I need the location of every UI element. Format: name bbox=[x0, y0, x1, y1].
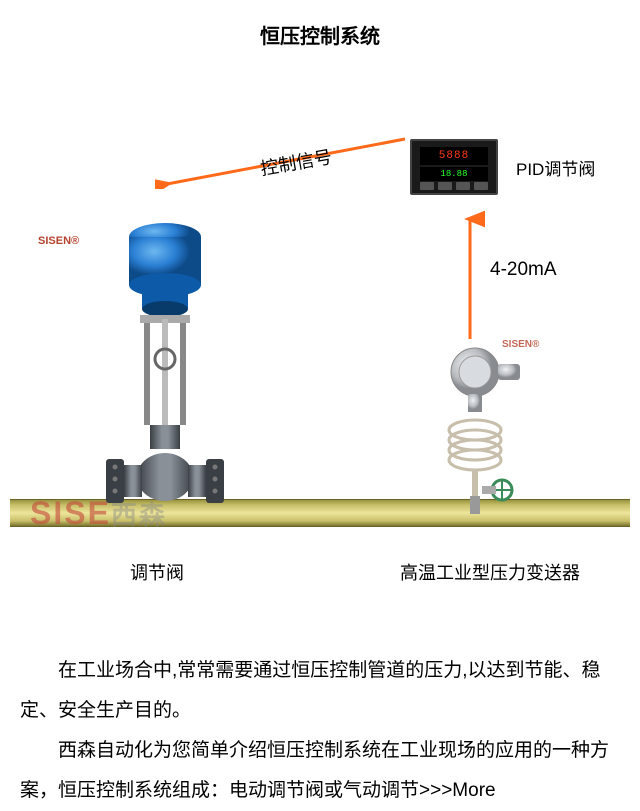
watermark-en: SISE bbox=[30, 495, 111, 531]
body-text: 在工业场合中,常常需要通过恒压控制管道的压力,以达到节能、稳定、安全生产目的。 … bbox=[0, 619, 640, 811]
pressure-transmitter bbox=[430, 344, 540, 529]
system-diagram: SISE西森 5888 18.88 PID调节阀 控制信号 4-20mA SIS… bbox=[0, 79, 640, 619]
control-valve-label: 调节阀 bbox=[130, 559, 184, 585]
more-link[interactable]: >>>More bbox=[419, 780, 496, 801]
control-valve bbox=[100, 219, 230, 529]
pid-controller: 5888 18.88 bbox=[410, 139, 498, 195]
pid-display-secondary: 18.88 bbox=[420, 167, 488, 181]
paragraph-1: 在工业场合中,常常需要通过恒压控制管道的压力,以达到节能、稳定、安全生产目的。 bbox=[20, 651, 620, 731]
ma-signal-label: 4-20mA bbox=[490, 259, 557, 281]
page-title: 恒压控制系统 bbox=[0, 0, 640, 49]
sisen-badge-valve: SISEN® bbox=[38, 235, 94, 263]
pid-buttons bbox=[420, 182, 488, 190]
pid-display-primary: 5888 bbox=[420, 147, 488, 165]
ma-signal-arrow bbox=[455, 209, 485, 344]
pressure-transmitter-label: 高温工业型压力变送器 bbox=[400, 559, 580, 585]
pid-label: PID调节阀 bbox=[516, 155, 595, 180]
paragraph-2: 西森自动化为您简单介绍恒压控制系统在工业现场的应用的一种方案，恒压控制系统组成：… bbox=[20, 731, 620, 811]
paragraph-2-text: 西森自动化为您简单介绍恒压控制系统在工业现场的应用的一种方案，恒压控制系统组成：… bbox=[20, 740, 609, 801]
